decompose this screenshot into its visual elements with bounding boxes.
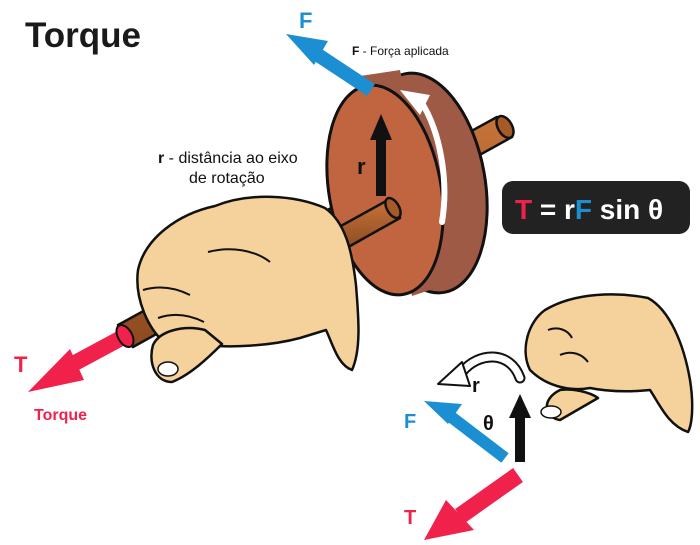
hand-right xyxy=(524,293,694,434)
torque-label: Torque xyxy=(34,407,87,424)
force-label: F - Força aplicada xyxy=(352,44,449,58)
force-symbol: F xyxy=(299,8,312,33)
small-torque-arrow xyxy=(424,468,523,540)
angle-symbol: θ xyxy=(483,413,494,435)
formula-text: T = rF sin θ xyxy=(515,194,663,225)
small-force-arrow xyxy=(424,401,509,463)
radius-symbol: r xyxy=(357,154,366,179)
radius-arrow xyxy=(370,114,392,196)
page-title: Torque xyxy=(25,16,141,55)
radius-label-line2: de rotação xyxy=(189,170,265,187)
hand-left xyxy=(136,195,360,384)
formula-box: T = rF sin θ xyxy=(502,181,690,234)
small-force-symbol: F xyxy=(404,411,416,433)
small-radius-symbol: r xyxy=(472,375,480,397)
radius-label-line1: r - distância ao eixo xyxy=(158,150,298,167)
small-radius-arrow xyxy=(509,394,531,462)
rotation-arrow-small xyxy=(437,351,526,387)
small-torque-symbol: T xyxy=(404,507,416,529)
torque-symbol: T xyxy=(14,352,28,377)
force-arrow xyxy=(286,34,375,96)
